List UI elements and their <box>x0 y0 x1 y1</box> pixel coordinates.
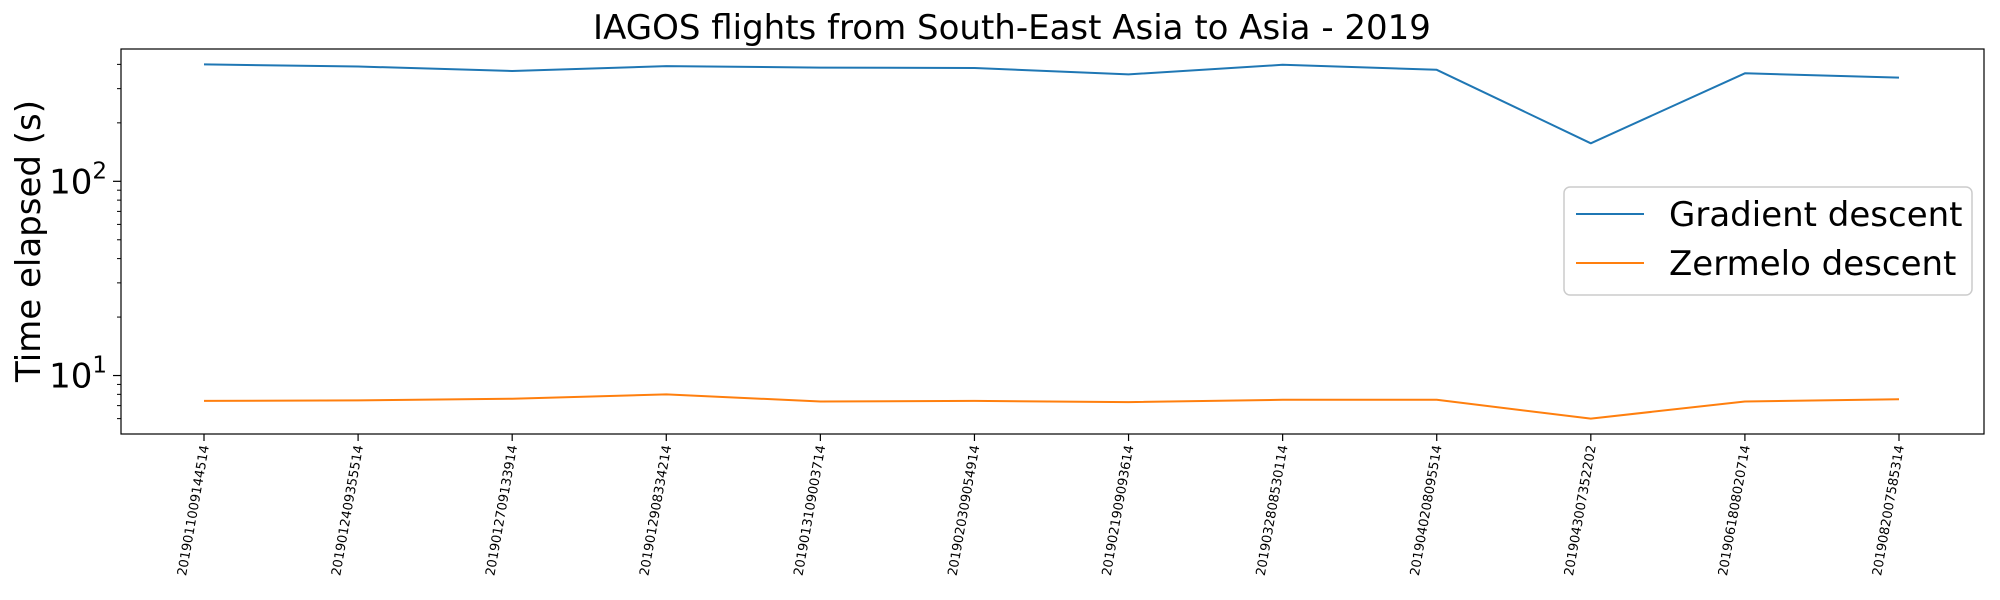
y-tick-label: 101 <box>49 353 107 397</box>
x-tick-label: 2019020309054914 <box>946 444 984 577</box>
x-tick-label: 2019061808020714 <box>1716 444 1754 577</box>
series-line-gradient <box>203 63 1900 145</box>
y-tick-label: 102 <box>49 158 107 202</box>
plot-area <box>120 48 1985 435</box>
x-tick-label: 2019043007352202 <box>1562 444 1600 577</box>
x-ticks: 2019011009144514 2019012409355514 20190127… <box>175 434 1908 577</box>
series-line-zermelo <box>203 393 1900 420</box>
legend-label-gradient: Gradient descent <box>1669 195 1963 235</box>
legend: Gradient descent Zermelo descent <box>1563 186 1973 296</box>
x-tick-label: 2019021909093614 <box>1100 444 1138 577</box>
legend-label-zermelo: Zermelo descent <box>1669 244 1956 284</box>
x-tick-label: 2019040208095514 <box>1408 444 1446 577</box>
x-tick-label: 2019011009144514 <box>175 444 213 577</box>
x-tick-label: 2019012409355514 <box>329 444 367 577</box>
legend-box <box>1563 186 1973 296</box>
x-tick-label: 2019032808530114 <box>1254 444 1292 577</box>
x-tick-label: 2019013109003714 <box>792 444 830 577</box>
x-tick-label: 2019012709133914 <box>483 444 521 577</box>
series-lines <box>203 63 1900 420</box>
y-minor-ticks <box>117 63 121 420</box>
chart-title: IAGOS flights from South-East Asia to As… <box>593 8 1431 48</box>
y-major-ticks: 101 102 <box>49 158 121 397</box>
x-tick-label: 2019012908334214 <box>637 444 675 577</box>
y-axis-label: Time elapsed (s) <box>9 100 49 383</box>
x-tick-label: 2019082007585314 <box>1870 444 1908 577</box>
